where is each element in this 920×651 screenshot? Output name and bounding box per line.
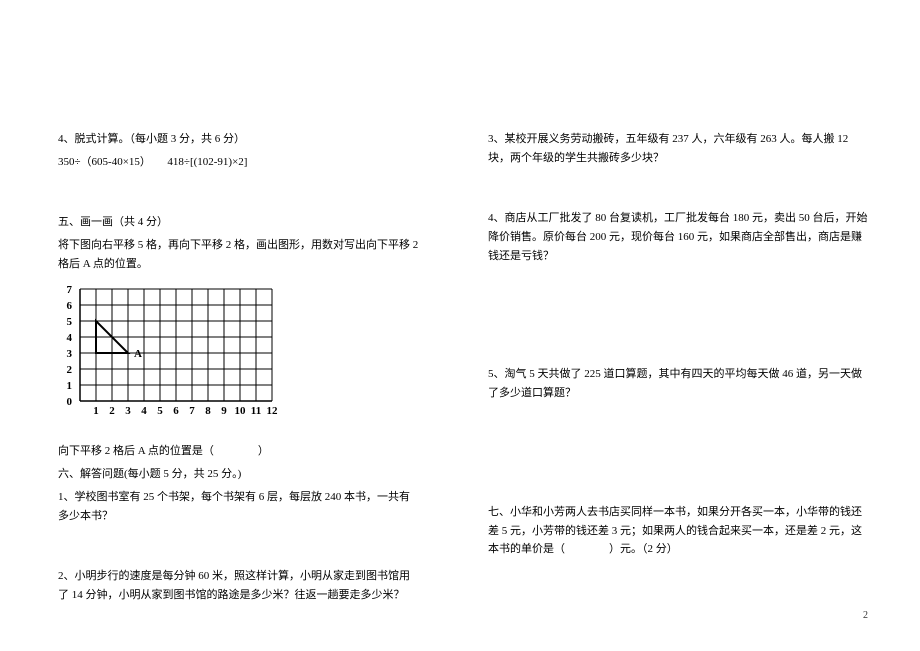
svg-text:A: A (134, 348, 142, 360)
section6-q2: 2、小明步行的速度是每分钟 60 米，照这样计算，小明从家走到图书馆用了 14 … (58, 567, 420, 604)
svg-text:1: 1 (67, 380, 73, 392)
svg-text:1: 1 (93, 405, 99, 417)
right-q3: 3、某校开展义务劳动搬砖，五年级有 237 人，六年级有 263 人。每人搬 1… (488, 130, 868, 167)
svg-text:2: 2 (109, 405, 115, 417)
section5-fill: 向下平移 2 格后 A 点的位置是（ ） (58, 442, 420, 461)
right-column: 3、某校开展义务劳动搬砖，五年级有 237 人，六年级有 263 人。每人搬 1… (460, 0, 920, 651)
svg-text:3: 3 (67, 348, 73, 360)
right-q5: 5、淘气 5 天共做了 225 道口算题，其中有四天的平均每天做 46 道，另一… (488, 365, 868, 402)
svg-text:11: 11 (251, 405, 261, 417)
section5-instruction: 将下图向右平移 5 格，再向下平移 2 格，画出图形，用数对写出向下平移 2 格… (58, 236, 420, 273)
svg-text:10: 10 (235, 405, 247, 417)
section6-q1: 1、学校图书室有 25 个书架，每个书架有 6 层，每层放 240 本书，一共有… (58, 488, 420, 525)
q4-heading: 4、脱式计算。（每小题 3 分，共 6 分） (58, 130, 420, 149)
svg-text:9: 9 (221, 405, 227, 417)
page-number: 2 (863, 610, 868, 621)
svg-text:0: 0 (67, 396, 73, 408)
svg-text:2: 2 (67, 364, 73, 376)
svg-text:6: 6 (67, 300, 73, 312)
grid-chart: 76543210123456789101112A (58, 283, 420, 436)
svg-text:7: 7 (189, 405, 195, 417)
left-column: 4、脱式计算。（每小题 3 分，共 6 分） 350÷（605-40×15） 4… (0, 0, 460, 651)
svg-text:7: 7 (67, 284, 73, 296)
svg-text:8: 8 (205, 405, 211, 417)
svg-text:5: 5 (67, 316, 73, 328)
svg-text:4: 4 (67, 332, 73, 344)
right-q4: 4、商店从工厂批发了 80 台复读机，工厂批发每台 180 元，卖出 50 台后… (488, 209, 868, 265)
section6-heading: 六、解答问题(每小题 5 分，共 25 分。) (58, 465, 420, 484)
section5-heading: 五、画一画（共 4 分） (58, 213, 420, 232)
svg-text:6: 6 (173, 405, 179, 417)
svg-text:4: 4 (141, 405, 147, 417)
svg-text:3: 3 (125, 405, 131, 417)
svg-text:5: 5 (157, 405, 163, 417)
q4-expressions: 350÷（605-40×15） 418÷[(102-91)×2] (58, 153, 420, 172)
svg-text:12: 12 (267, 405, 279, 417)
section7: 七、小华和小芳两人去书店买同样一本书，如果分开各买一本，小华带的钱还差 5 元，… (488, 503, 868, 559)
